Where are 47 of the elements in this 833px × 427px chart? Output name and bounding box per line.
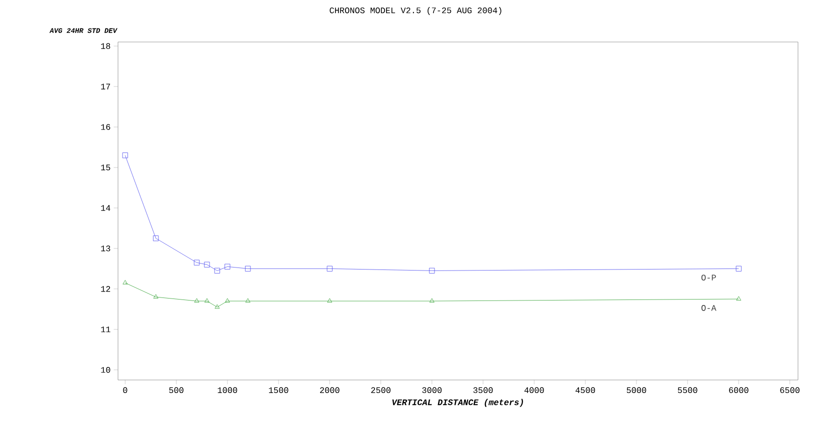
y-tick-label: 13 (101, 246, 110, 252)
x-tick-label: 4000 (524, 387, 544, 394)
series-label: O-A (701, 305, 716, 311)
chart-title: CHRONOS MODEL V2.5 (7-25 AUG 2004) (330, 7, 502, 15)
y-tick-label: 11 (101, 326, 110, 332)
x-tick-label: 5500 (678, 387, 698, 394)
point (245, 298, 250, 303)
y-tick-label: 15 (101, 164, 110, 170)
x-tick-label: 500 (169, 387, 184, 394)
y-tick-label: 10 (101, 366, 110, 373)
x-tick-label: 5000 (626, 387, 646, 394)
x-tick-label: 1500 (268, 387, 288, 394)
point (736, 266, 742, 272)
point (224, 264, 230, 270)
x-axis-title: VERTICAL DISTANCE (meters) (392, 398, 523, 407)
point (194, 298, 200, 303)
x-tick-label: 3500 (473, 387, 493, 394)
x-tick-label: 6500 (780, 387, 800, 394)
point (214, 304, 220, 309)
x-tick-label: 0 (123, 387, 128, 394)
point (214, 268, 220, 274)
y-tick-label: 14 (101, 205, 110, 211)
x-tick-label: 2500 (371, 387, 390, 394)
point (204, 298, 210, 303)
point (194, 260, 200, 266)
point (326, 266, 332, 272)
y-tick-label: 17 (101, 84, 110, 90)
y-tick-label: 18 (101, 43, 110, 49)
x-tick-label: 4500 (576, 387, 595, 394)
point (429, 268, 435, 274)
point (204, 262, 210, 268)
point (245, 266, 251, 272)
point (153, 236, 159, 242)
x-tick-label: 2000 (320, 387, 340, 394)
series-label: O-P (701, 274, 716, 280)
point (122, 280, 128, 284)
x-tick-label: 6000 (729, 387, 748, 394)
x-tick-label: 1000 (218, 387, 238, 394)
point (153, 294, 158, 299)
y-tick-label: 12 (101, 286, 110, 292)
point (429, 298, 434, 303)
y-tick-label: 16 (101, 124, 110, 130)
x-tick-label: 3000 (422, 387, 442, 394)
point (736, 296, 742, 301)
point (122, 152, 128, 158)
point (327, 298, 332, 303)
point (224, 298, 230, 303)
